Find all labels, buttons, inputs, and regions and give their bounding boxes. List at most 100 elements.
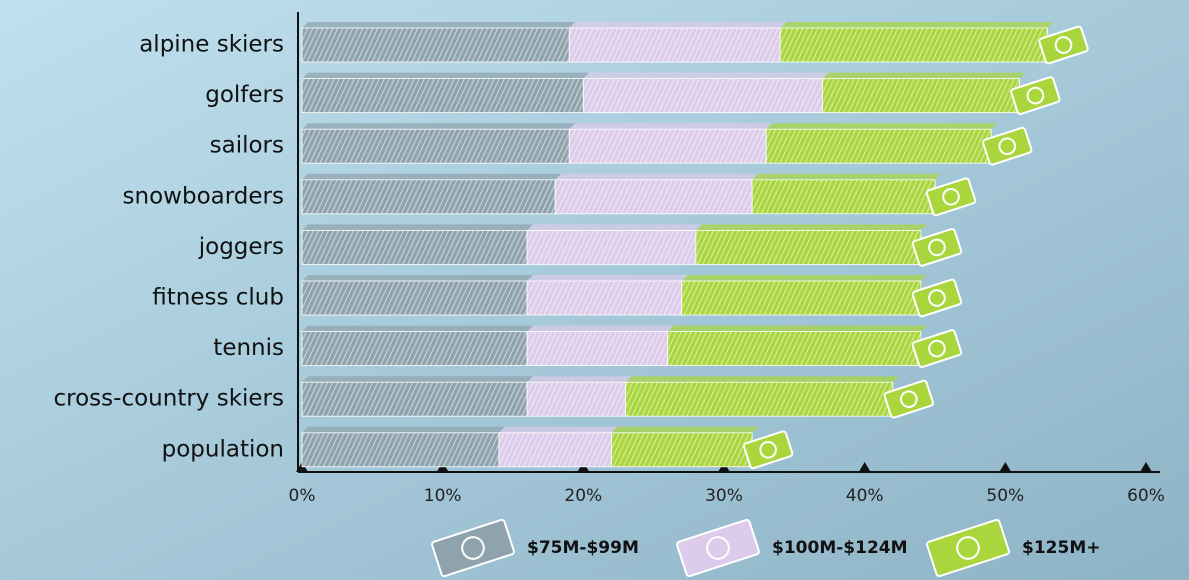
x-tick-label: 60%	[1127, 486, 1165, 506]
bill-seal	[759, 440, 777, 459]
bar-end-bill	[911, 228, 963, 267]
bill-icon	[911, 329, 963, 368]
bill-seal	[1026, 86, 1045, 105]
bar-hatch	[527, 281, 682, 315]
category-label: golfers	[205, 82, 284, 108]
category-label: alpine skiers	[139, 32, 284, 58]
bar-top	[302, 123, 576, 130]
bill-seal	[1054, 36, 1073, 54]
category-label: tennis	[213, 335, 284, 361]
bar-hatch	[667, 331, 921, 366]
bar-hatch	[555, 179, 753, 214]
bar-hatch	[625, 382, 893, 417]
bar-top	[302, 376, 534, 383]
bar-hatch	[766, 129, 992, 164]
tick-mark	[858, 462, 871, 472]
bar-hatch	[527, 230, 696, 265]
bill-seal	[706, 536, 730, 560]
bill-icon	[925, 177, 977, 217]
bar-hatch	[302, 28, 570, 62]
bar-hatch	[695, 230, 921, 265]
bar-end-bill	[742, 430, 794, 470]
bar-end-bill	[1010, 76, 1061, 115]
bar-hatch	[569, 28, 781, 62]
bar-top	[302, 426, 505, 433]
bill-icon	[883, 379, 934, 419]
bar-hatch	[302, 281, 528, 315]
bar-end-bill	[883, 379, 934, 419]
bill-seal	[998, 137, 1017, 155]
x-tick-label: 20%	[564, 486, 602, 506]
legend-label: $125M+	[1022, 538, 1100, 558]
bar-top	[302, 22, 576, 28]
bar-top	[527, 325, 674, 332]
bar-hatch	[302, 432, 499, 467]
bar-top	[555, 173, 759, 180]
category-label: population	[162, 436, 284, 462]
bar-top	[527, 275, 688, 281]
bar-hatch	[302, 179, 556, 214]
bill-icon	[911, 278, 963, 318]
bar-hatch	[527, 331, 668, 366]
bill-seal	[928, 339, 946, 358]
bar-end-bill	[925, 177, 977, 217]
bar-top	[625, 376, 899, 383]
bar-top	[569, 22, 787, 28]
bar-top	[302, 325, 534, 332]
bar-hatch	[302, 129, 570, 164]
legend-label: $100M-$124M	[772, 538, 908, 558]
category-label: cross-country skiers	[54, 386, 284, 412]
category-label: fitness club	[152, 285, 284, 311]
bar-top	[752, 173, 941, 180]
bar-hatch	[527, 382, 626, 417]
bar-end-bill	[911, 278, 963, 318]
category-label: joggers	[198, 234, 284, 260]
bar-top	[780, 22, 1054, 28]
bar-hatch	[302, 331, 528, 366]
tick-mark	[999, 462, 1012, 472]
bill-seal	[928, 238, 946, 257]
bill-icon	[1038, 25, 1089, 65]
bar-hatch	[569, 129, 767, 164]
bar-top	[822, 72, 1026, 79]
bar-top	[583, 72, 829, 79]
bar-hatch	[681, 281, 921, 315]
bar-top	[611, 426, 759, 433]
bar-hatch	[302, 78, 584, 113]
bar-end-bill	[982, 126, 1033, 166]
bill-icon	[742, 430, 794, 470]
legend-item: $75M-$99M	[431, 518, 639, 578]
bill-icon	[982, 126, 1033, 166]
bar-top	[695, 224, 927, 231]
bill-icon	[431, 518, 515, 578]
bar-top	[302, 72, 590, 79]
bar-hatch	[611, 432, 753, 467]
bar-hatch	[583, 78, 823, 113]
bill-seal	[461, 536, 485, 560]
bill-seal	[900, 390, 918, 409]
bar-top	[527, 376, 632, 383]
bill-seal	[928, 289, 946, 307]
bar-top	[302, 224, 534, 231]
bill-seal	[956, 536, 980, 560]
bar-hatch	[822, 78, 1020, 113]
bar-hatch	[302, 230, 528, 265]
bill-icon	[1010, 76, 1061, 115]
bar-hatch	[780, 28, 1048, 62]
bar-hatch	[752, 179, 935, 214]
bill-icon	[676, 518, 760, 578]
legend-item: $100M-$124M	[676, 518, 908, 578]
legend-item: $125M+	[926, 518, 1100, 578]
bar-top	[681, 275, 927, 281]
bill-seal	[942, 187, 960, 206]
bar-top	[498, 426, 618, 433]
bar-top	[302, 173, 562, 180]
bar-top	[569, 123, 773, 130]
x-tick-label: 50%	[986, 486, 1024, 506]
category-label: sailors	[210, 133, 284, 159]
bar-top	[667, 325, 927, 332]
x-tick-label: 10%	[424, 486, 462, 506]
bar-top	[527, 224, 702, 231]
bill-icon	[926, 518, 1010, 578]
